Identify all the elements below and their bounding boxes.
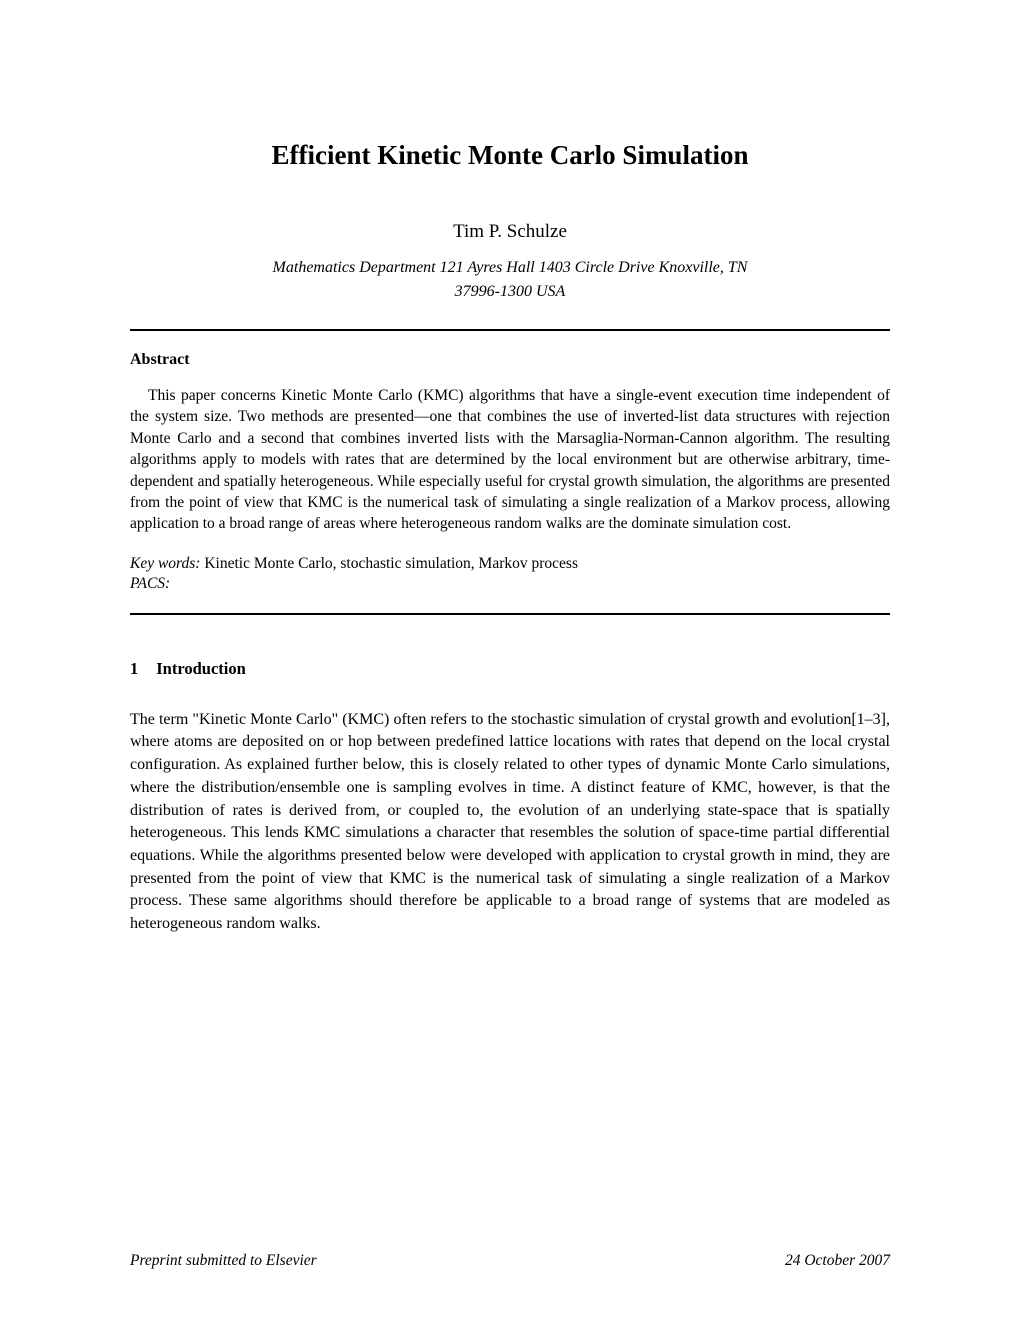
affiliation-line-2: 37996-1300 USA [130,283,890,301]
paper-title: Efficient Kinetic Monte Carlo Simulation [130,140,890,171]
footer-right: 24 October 2007 [785,1252,890,1270]
body-paragraph: The term "Kinetic Monte Carlo" (KMC) oft… [130,709,890,936]
abstract-body: This paper concerns Kinetic Monte Carlo … [130,385,890,535]
section-number: 1 [130,659,138,679]
keywords-label: Key words: [130,555,200,572]
section-title: Introduction [156,659,246,678]
footer: Preprint submitted to Elsevier 24 Octobe… [130,1252,890,1270]
rule-top [130,329,890,331]
rule-bottom [130,613,890,615]
author-name: Tim P. Schulze [130,221,890,243]
section-heading: 1 Introduction [130,659,890,679]
pacs-label: PACS: [130,575,890,593]
keywords-text: Kinetic Monte Carlo, stochastic simulati… [204,555,578,572]
abstract-heading: Abstract [130,351,890,369]
keywords-line: Key words: Kinetic Monte Carlo, stochast… [130,555,890,573]
footer-left: Preprint submitted to Elsevier [130,1252,317,1270]
affiliation-line-1: Mathematics Department 121 Ayres Hall 14… [130,259,890,277]
